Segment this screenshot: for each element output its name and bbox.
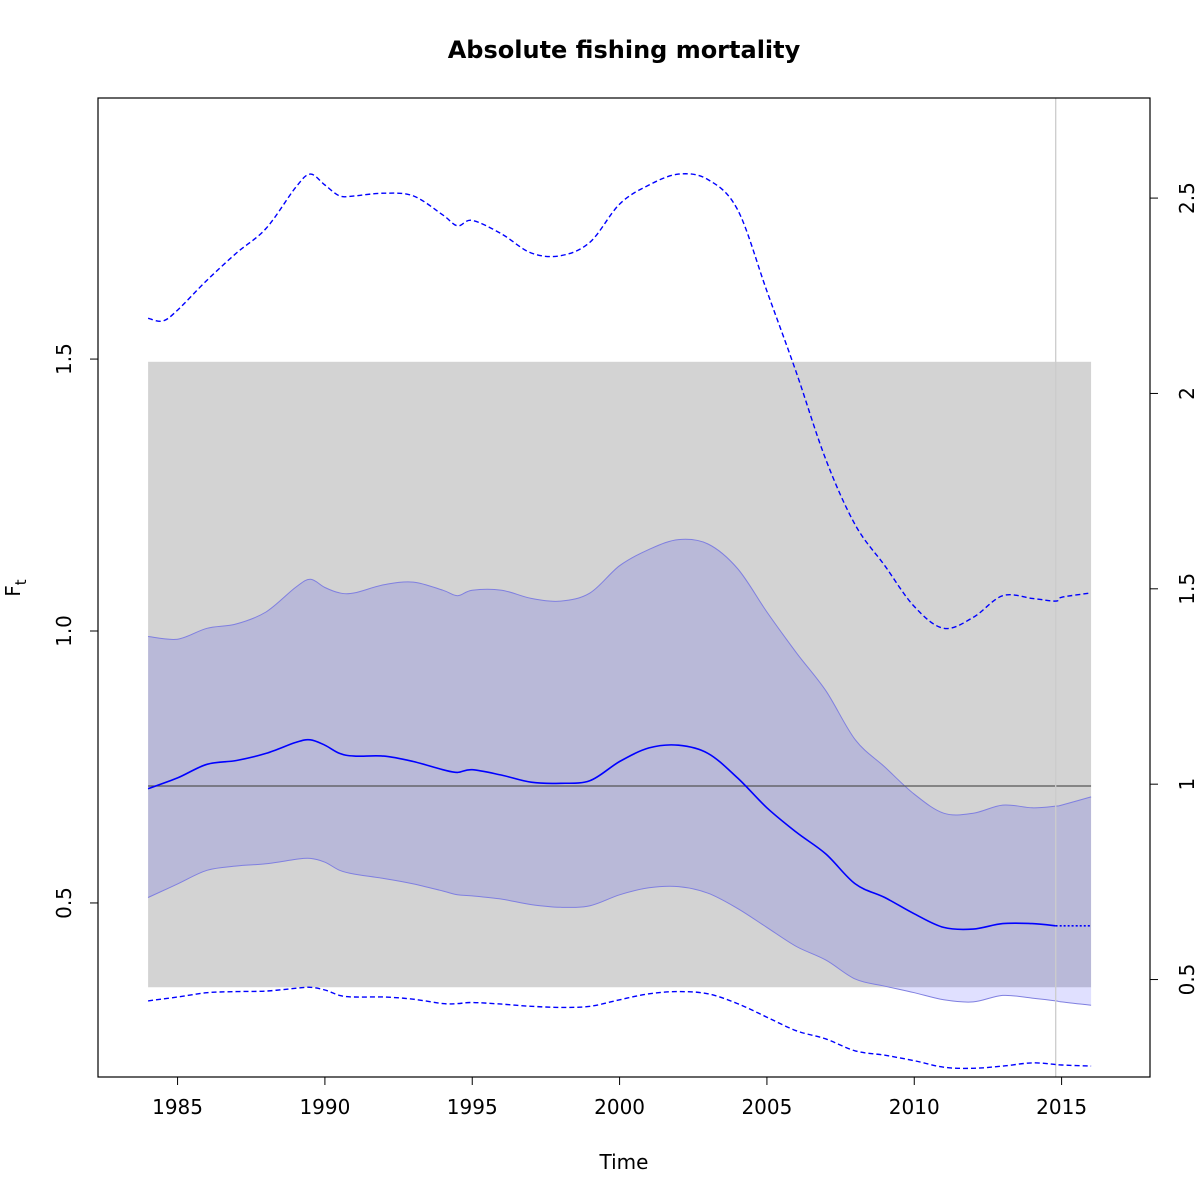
y-axis-title: Ft — [1, 579, 30, 597]
y2-tick-label: 2 — [1175, 387, 1199, 400]
y-axis-title-main: F — [1, 585, 25, 597]
y-axis-title-sub: t — [12, 579, 30, 585]
y2-tick-label: 1.5 — [1175, 573, 1199, 605]
estimate-line — [147, 738, 1056, 931]
y2-tick-label: 2.5 — [1175, 182, 1199, 214]
ci-upper-edge — [148, 538, 1092, 816]
x-tick-label: 2000 — [594, 1095, 645, 1119]
ci-lower-edge — [147, 857, 1092, 1006]
y-tick-label: 0.5 — [52, 887, 76, 919]
reference-band — [148, 361, 1092, 988]
y2-tick-label: 1 — [1175, 778, 1199, 791]
confidence-band — [148, 539, 1092, 1006]
dashed-upper-line — [147, 173, 1092, 630]
reference-band-layer — [148, 361, 1092, 988]
x-tick-label: 2010 — [889, 1095, 940, 1119]
axis-layer: 1985 1990 1995 2000 2005 2010 2015 0.5 1.0 1.5 0.5… — [52, 97, 1199, 1119]
x-tick-label: 1995 — [447, 1095, 498, 1119]
y-tick-label: 1.5 — [52, 343, 76, 375]
x-tick-label: 1985 — [152, 1095, 203, 1119]
y2-tick-label: 0.5 — [1175, 964, 1199, 996]
plot-frame — [97, 97, 1151, 1078]
dashed-lower-line — [148, 986, 1092, 1070]
x-tick-label: 1990 — [299, 1095, 350, 1119]
series-line-layer — [147, 98, 1092, 1077]
y-tick-label: 1.0 — [52, 615, 76, 647]
x-tick-label: 2015 — [1036, 1095, 1087, 1119]
x-axis-title: Time — [599, 1150, 649, 1174]
chart-title: Absolute fishing mortality — [448, 36, 801, 64]
svg-text:Ft: Ft — [1, 579, 30, 597]
confidence-band-layer — [147, 538, 1092, 1006]
x-tick-label: 2005 — [741, 1095, 792, 1119]
